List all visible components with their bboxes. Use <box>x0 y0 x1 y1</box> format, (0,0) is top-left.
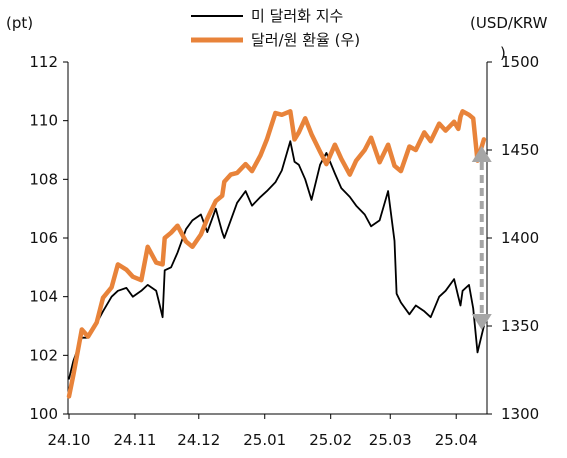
annotation-arrowhead-up <box>471 146 492 162</box>
x-tick-label: 25.01 <box>243 431 286 449</box>
right-axis-unit: (USD/KRW <box>470 14 548 32</box>
right-axis-unit-close: ) <box>500 44 506 62</box>
x-tick-label: 24.11 <box>113 431 156 449</box>
left-axis-unit: (pt) <box>6 14 33 32</box>
right-y-tick-label: 1450 <box>501 141 539 159</box>
left-y-tick-label: 104 <box>29 288 58 306</box>
annotation-arrowhead-down <box>471 314 492 330</box>
ticks: 100 102 104 106 108 110 112 1300 1350 1400 1450 150… <box>29 53 539 449</box>
left-y-tick-label: 110 <box>29 112 58 130</box>
x-tick-label: 25.02 <box>309 431 352 449</box>
left-y-tick-label: 106 <box>29 229 58 247</box>
x-tick-label: 25.04 <box>435 431 478 449</box>
left-y-tick-label: 112 <box>29 53 58 71</box>
left-y-tick-label: 102 <box>29 346 58 364</box>
x-tick-label: 24.10 <box>48 431 91 449</box>
legend: 미 달러화 지수 달러/원 환율 (우) <box>191 7 360 49</box>
right-y-tick-label: 1350 <box>501 317 539 335</box>
legend-label-dollar-index: 미 달러화 지수 <box>251 7 343 25</box>
left-y-tick-label: 100 <box>29 405 58 423</box>
left-y-tick-label: 108 <box>29 170 58 188</box>
right-y-tick-label: 1300 <box>501 405 539 423</box>
x-tick-label: 25.03 <box>369 431 412 449</box>
dollar-index-line <box>68 140 485 380</box>
right-y-tick-label: 1400 <box>501 229 539 247</box>
usd-krw-line <box>66 109 487 399</box>
legend-label-usd-krw: 달러/원 환율 (우) <box>251 31 360 49</box>
x-tick-label: 24.12 <box>177 431 220 449</box>
right-y-tick-label: 1500 <box>501 53 539 71</box>
annotation <box>471 146 492 330</box>
series <box>66 109 487 399</box>
